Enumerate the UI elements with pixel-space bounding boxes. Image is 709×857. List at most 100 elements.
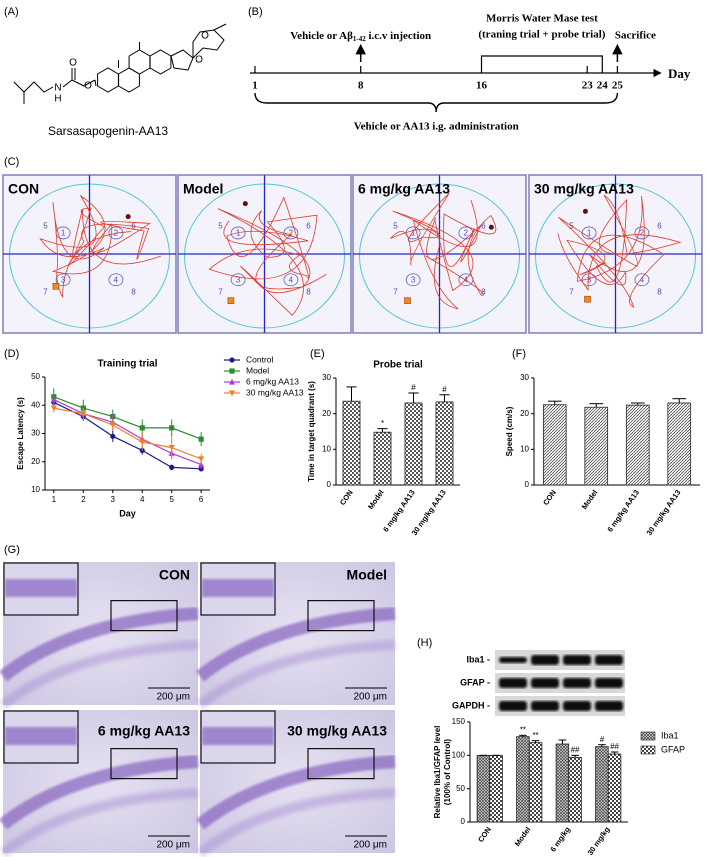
y-tick-label: 30 bbox=[322, 373, 331, 382]
bar bbox=[435, 401, 454, 486]
start-marker bbox=[52, 282, 60, 290]
zone-label: 3 bbox=[236, 275, 241, 284]
blot-band bbox=[499, 701, 527, 711]
legend-swatch bbox=[640, 745, 656, 755]
scale-label: 200 μm bbox=[353, 840, 387, 851]
blot-band bbox=[531, 678, 559, 688]
blot-band bbox=[595, 701, 623, 711]
start-marker bbox=[227, 297, 235, 304]
y-tick-label: 10 bbox=[520, 444, 529, 453]
bar bbox=[607, 753, 622, 823]
swim-track bbox=[208, 196, 327, 316]
chart-title: Training trial bbox=[97, 359, 157, 370]
blot-label: GAPDH - bbox=[452, 700, 490, 710]
bar bbox=[528, 742, 543, 823]
bar bbox=[568, 756, 582, 823]
legend-label: 30 mg/kg AA13 bbox=[246, 387, 304, 397]
x-tick-label: Model bbox=[580, 488, 600, 511]
blot-band bbox=[531, 701, 559, 711]
x-tick-label: CON bbox=[338, 488, 355, 507]
zone-label: 5 bbox=[43, 221, 48, 230]
zone-label: 7 bbox=[393, 288, 398, 297]
y-axis-label: (100% of Control) bbox=[443, 739, 452, 806]
zoom-box bbox=[110, 748, 178, 780]
panel-label: (F) bbox=[512, 348, 526, 360]
blot-band bbox=[595, 655, 623, 665]
zone-ring bbox=[634, 226, 650, 240]
point bbox=[80, 411, 87, 417]
zone-label: 4 bbox=[114, 275, 119, 284]
zone-label: 1 bbox=[61, 229, 66, 238]
start-marker bbox=[584, 295, 591, 303]
point bbox=[169, 464, 175, 470]
x-axis-label: Day bbox=[119, 508, 136, 518]
zone-label: 7 bbox=[43, 288, 48, 297]
cell-layer bbox=[195, 606, 396, 682]
y-axis-label: Speed (cm/s) bbox=[505, 406, 514, 456]
end-label: Sacrifice bbox=[615, 30, 656, 42]
y-tick-label: 150 bbox=[452, 717, 466, 726]
legend-marker bbox=[228, 378, 236, 385]
bond bbox=[94, 79, 97, 87]
chart-title: Probe trial bbox=[373, 360, 423, 371]
x-tick-label: CON bbox=[476, 825, 493, 844]
atom-label: O bbox=[201, 31, 209, 42]
zone-ring bbox=[283, 273, 299, 287]
point bbox=[198, 456, 205, 463]
atom-label: H bbox=[54, 94, 61, 105]
y-tick-label: 50 bbox=[456, 784, 465, 793]
zone-label: 4 bbox=[464, 275, 469, 284]
zone-label: 3 bbox=[61, 275, 66, 284]
y-tick-label: 0 bbox=[525, 480, 530, 489]
panel-label: (A) bbox=[4, 6, 19, 18]
y-tick-label: 10 bbox=[322, 444, 331, 453]
zone-label: 1 bbox=[411, 229, 416, 238]
chemical-structure bbox=[13, 23, 227, 104]
x-tick-label: 30 mg/kg AA13 bbox=[410, 488, 448, 537]
treatment-brace bbox=[254, 92, 619, 113]
start-marker bbox=[404, 297, 411, 304]
bar bbox=[555, 743, 570, 823]
histology-group-label: CON bbox=[159, 567, 190, 583]
zone-ring bbox=[230, 226, 246, 240]
legend-marker bbox=[228, 390, 236, 397]
blot-band bbox=[499, 678, 527, 688]
zone-label: 4 bbox=[289, 275, 294, 284]
end-dot bbox=[582, 208, 588, 214]
bar bbox=[342, 400, 361, 486]
blot-band bbox=[499, 657, 527, 663]
zone-label: 6 bbox=[481, 221, 486, 230]
zone-label: 3 bbox=[411, 275, 416, 284]
significance-mark: * bbox=[381, 419, 384, 428]
swim-track bbox=[39, 195, 162, 298]
maze-group-label: CON bbox=[8, 181, 39, 197]
point bbox=[109, 422, 116, 429]
y-axis-label: Time in target quadrant (s) bbox=[307, 381, 316, 482]
y-tick-label: 50 bbox=[31, 372, 40, 381]
treatment-label: Vehicle or AA13 i.g. administration bbox=[354, 121, 519, 133]
panel-label: (D) bbox=[4, 348, 19, 360]
legend-label: Model bbox=[246, 365, 269, 375]
bar bbox=[625, 404, 650, 486]
timeline-day: 1 bbox=[252, 80, 258, 92]
x-tick-label: Model bbox=[366, 488, 386, 511]
point bbox=[139, 439, 146, 446]
maze-panel: 1 2 3 4 5 6 7 8 Model bbox=[177, 174, 352, 334]
series-line bbox=[53, 396, 202, 440]
histology-group-label: 6 mg/kg AA13 bbox=[98, 723, 190, 739]
test-label: Morris Water Mase test bbox=[486, 13, 598, 25]
ring bbox=[170, 49, 194, 71]
legend-label: GFAP bbox=[661, 744, 685, 754]
scale-label: 200 μm bbox=[156, 692, 190, 703]
cell-layer-lower bbox=[0, 787, 199, 857]
y-axis-label: Relative Iba1/GFAP level bbox=[433, 726, 442, 819]
atom-label: O bbox=[195, 55, 203, 66]
timeline-day: 16 bbox=[476, 80, 488, 92]
zone-label: 6 bbox=[131, 221, 136, 230]
cell-layer bbox=[195, 754, 396, 830]
zone-label: 6 bbox=[657, 221, 662, 230]
x-tick-label: 30 mg/kg AA13 bbox=[644, 488, 682, 537]
legend-label: 6 mg/kg AA13 bbox=[246, 376, 299, 386]
zone-label: 2 bbox=[464, 229, 469, 238]
